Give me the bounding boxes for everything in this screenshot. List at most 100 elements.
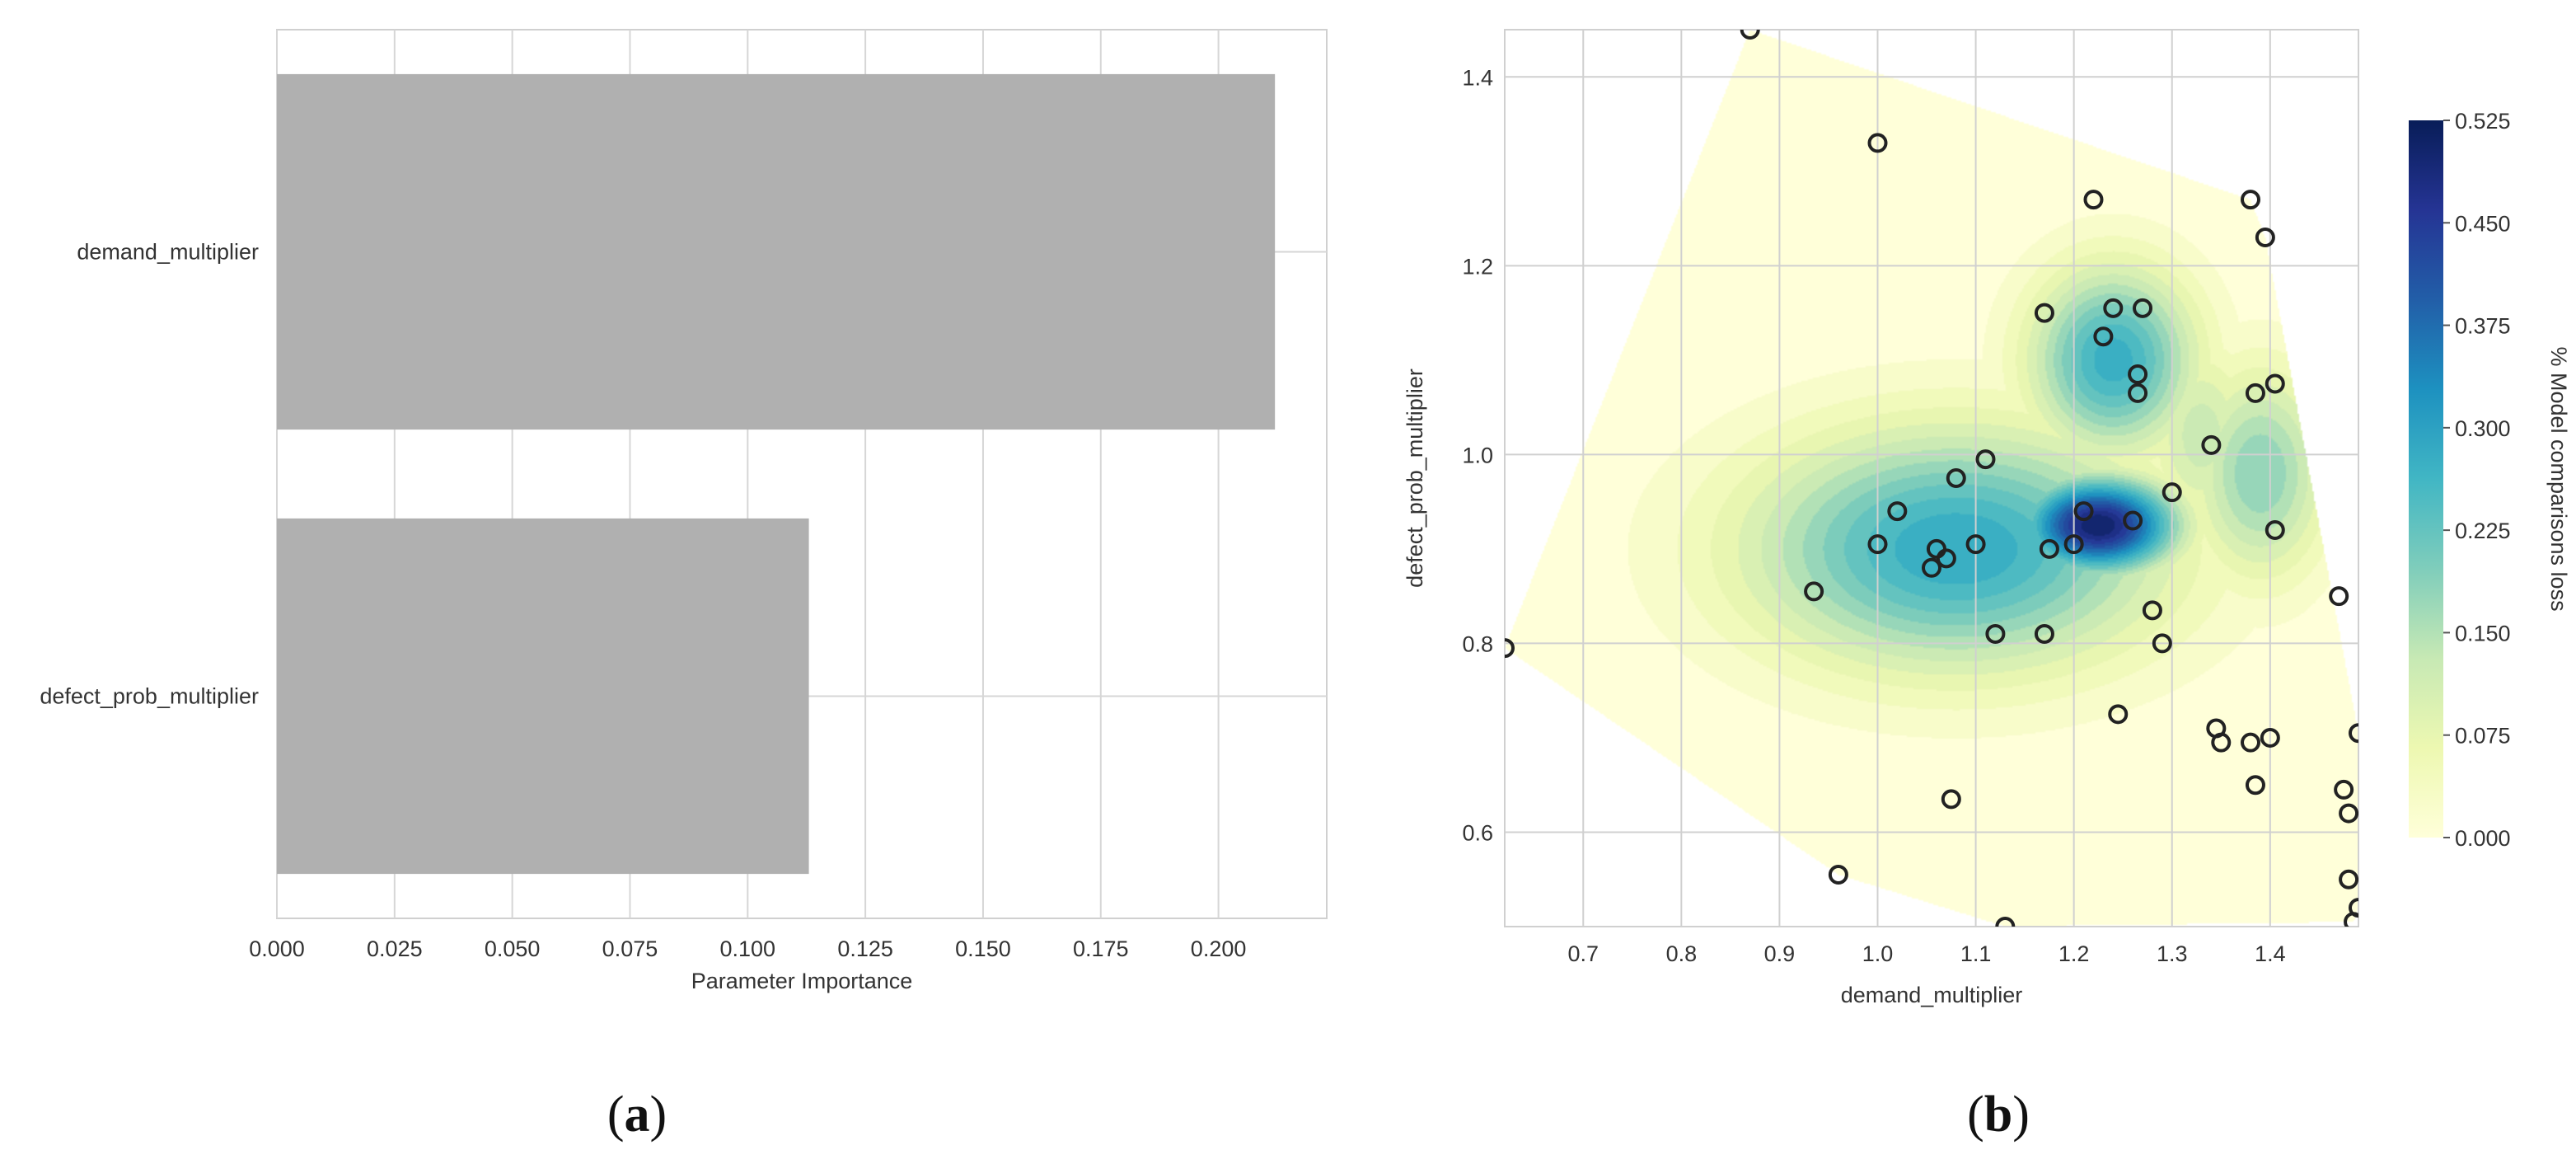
scatter-point [2142,600,2162,621]
scatter-point [1941,789,1961,810]
scatter-point [2241,732,2261,753]
scatter-point [2123,510,2143,531]
scatter-point [1867,534,1888,555]
colorbar-tick-label: 0.375 [2455,314,2511,339]
scatter-point [1985,623,2006,644]
scatter-point [1995,917,2016,927]
scatter-point [1867,133,1888,153]
x-tick-label: 0.050 [485,936,541,961]
scatter-point [2265,519,2285,540]
x-tick-label: 0.100 [720,936,776,961]
y-tick-label: 0.6 [1462,820,1493,845]
scatter-point [2034,303,2054,323]
scatter-point [2339,803,2358,824]
x-tick-label: 1.4 [2255,941,2286,966]
y-tick-label: 0.8 [1462,631,1493,656]
scatter-point [2329,586,2349,607]
y-tick-labels-b: 0.6 0.8 1.0 1.2 1.4 [1462,65,1493,845]
x-tick-label: 0.000 [249,936,305,961]
scatter-point [2128,383,2148,403]
scatter-point [2161,482,2182,503]
scatter-point [2241,190,2261,210]
x-tick-label: 1.0 [1862,941,1894,966]
x-tick-label: 0.8 [1666,941,1698,966]
colorbar-ticks: 0.000 0.075 0.150 0.225 0.300 0.375 0.450 0.525 [2443,109,2511,851]
scatter-point [1975,449,1996,470]
scatter-point [2073,501,2094,522]
scatter-point [2245,775,2265,796]
bar [277,73,1276,430]
scatter-point [2344,912,2358,927]
x-tick-label: 0.150 [955,936,1011,961]
scatter-point [2152,633,2172,654]
scatter-point [2103,298,2124,318]
colorbar-tick-label: 0.525 [2455,109,2511,134]
scatter-point [1965,534,1986,555]
x-tick-label: 0.200 [1191,936,1247,961]
category-labels: demand_multiplier defect_prob_multiplier [40,240,259,709]
scatter-point [2034,623,2054,644]
scatter-point [1936,548,1956,569]
scatter-point [2260,727,2280,748]
grid-b [1504,29,2359,927]
bar [277,518,809,875]
x-tick-label: 0.175 [1073,936,1129,961]
scatter-point [1505,638,1515,659]
scatter-point [2265,373,2285,394]
scatter-point [2083,190,2104,210]
colorbar-tick-label: 0.450 [2455,211,2511,236]
y-tick-label: 1.4 [1462,65,1493,90]
colorbar-tick-label: 0.225 [2455,519,2511,543]
scatter-point [2349,898,2358,918]
scatter-point [2255,227,2275,247]
x-tick-label: 1.1 [1960,941,1992,966]
scatter-point [2245,383,2265,403]
scatter-point [2349,723,2358,744]
scatter-point [2211,732,2232,753]
scatter-point [2133,298,2153,318]
scatter-point [2063,534,2084,555]
y-tick-label: 1.2 [1462,254,1493,279]
colorbar-tick-label: 0.150 [2455,621,2511,645]
panel-label-b: (b) [1967,1087,2030,1143]
scatter-point [1828,865,1848,885]
category-label: demand_multiplier [77,240,259,265]
scatter-point [1946,468,1966,488]
scatter-point [2039,538,2059,559]
scatter-point [1922,557,1941,578]
x-tick-label: 0.125 [837,936,893,961]
scatter-point [1740,30,1760,40]
scatter-point [2339,869,2358,889]
scatter-point [2108,704,2129,725]
scatter-point [2128,364,2148,385]
x-tick-label: 0.9 [1764,941,1796,966]
scatter-point [2334,779,2354,800]
x-tick-label: 0.075 [602,936,658,961]
bars [277,73,1276,875]
x-axis-label-b: demand_multiplier [1841,983,2023,1007]
x-tick-labels-a: 0.000 0.025 0.050 0.075 0.100 0.125 0.150 0.175… [249,936,1246,961]
y-tick-label: 1.0 [1462,443,1493,467]
x-tick-label: 1.3 [2157,941,2188,966]
scatter-point [2093,326,2114,347]
importance-bar-chart: demand_multiplierdefect_prob_multiplier … [40,29,1328,993]
contour-scatter-chart: 0.7 0.8 0.9 1.0 1.1 1.2 1.3 1.4 0.6 0.8 1.0 1.2 1.4… [1403,29,2571,1007]
scatter-points [1505,30,2358,927]
scatter-point [1887,501,1908,522]
x-axis-label-a: Parameter Importance [691,969,913,993]
x-tick-labels-b: 0.7 0.8 0.9 1.0 1.1 1.2 1.3 1.4 [1567,941,2285,966]
colorbar-tick-label: 0.000 [2455,826,2511,851]
scatter-point [1804,581,1824,602]
colorbar-tick-label: 0.075 [2455,724,2511,749]
plot-frame-b [1504,29,2359,927]
y-axis-label-b: defect_prob_multiplier [1403,368,1427,588]
x-tick-label: 1.2 [2058,941,2090,966]
colorbar-tick-label: 0.300 [2455,416,2511,441]
x-tick-label: 0.7 [1567,941,1599,966]
colorbar [2409,120,2443,838]
colorbar-label: % Model comparisons loss [2546,346,2571,611]
contour-fill [1505,30,2358,927]
panel-label-a: (a) [607,1087,667,1143]
category-label: defect_prob_multiplier [40,684,259,709]
